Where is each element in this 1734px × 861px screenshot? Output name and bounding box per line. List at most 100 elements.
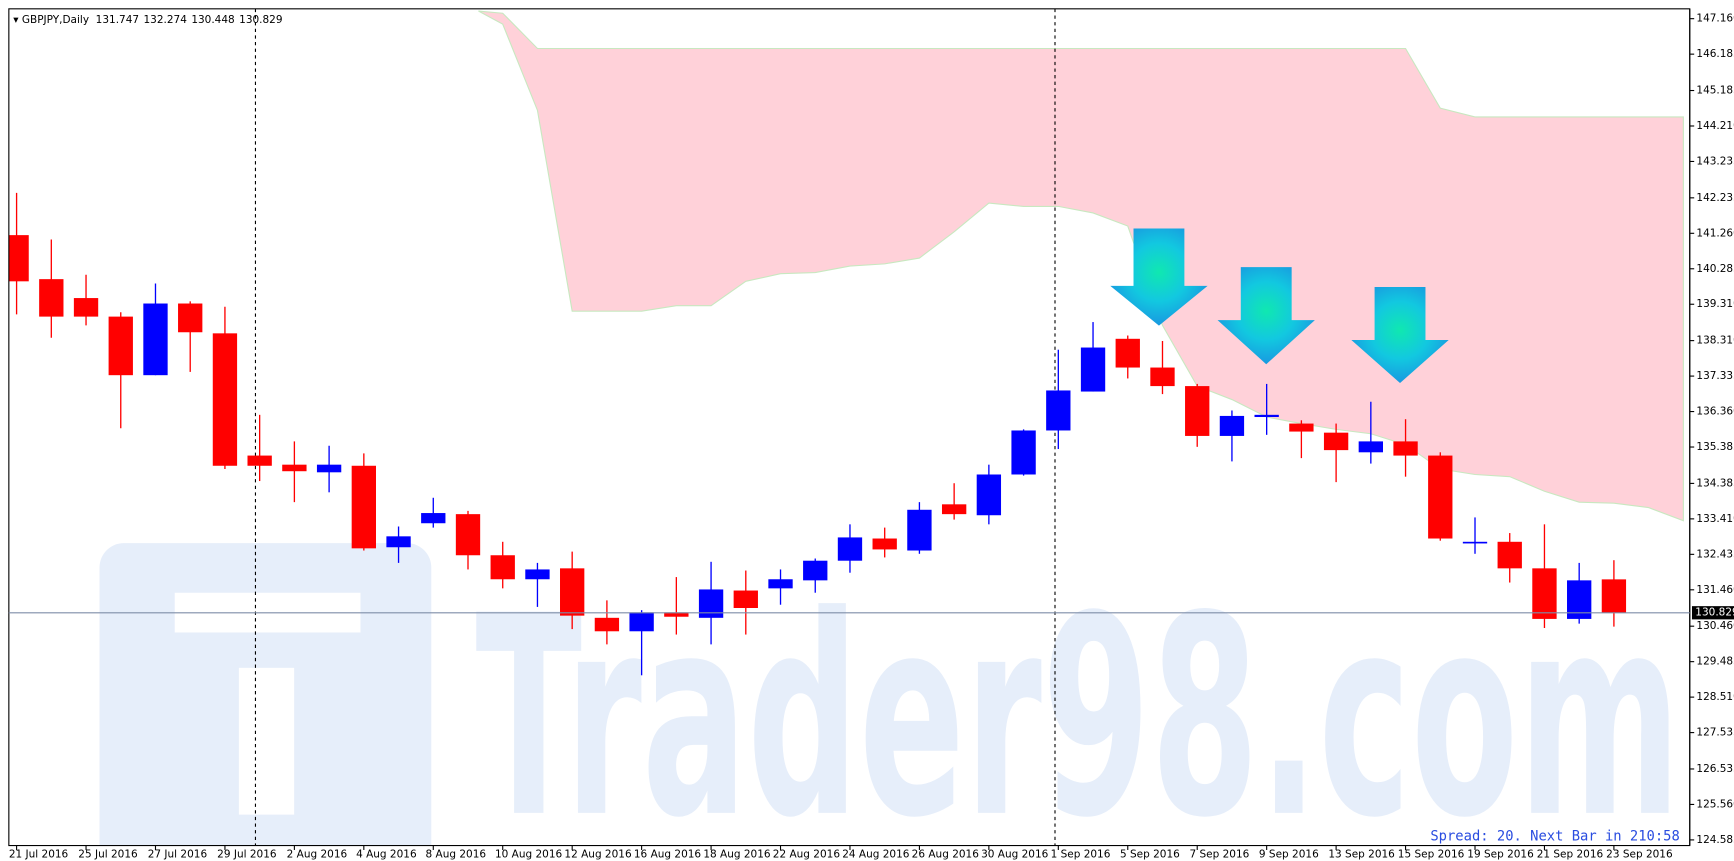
candle-body <box>1393 441 1418 456</box>
candle-body <box>421 513 446 524</box>
candle-body <box>39 279 64 317</box>
candle-body <box>316 464 342 473</box>
candle-body <box>108 316 133 376</box>
candle-body <box>1462 541 1488 544</box>
price-label-box <box>1691 606 1734 620</box>
y-tick-label: 147.160 <box>1696 13 1734 25</box>
x-tick-label: 30 Aug 2016 <box>981 848 1049 860</box>
candle-body <box>560 568 585 616</box>
y-tick-label: 141.260 <box>1696 227 1734 239</box>
x-tick-label: 10 Aug 2016 <box>495 848 563 860</box>
candle-body <box>1254 414 1279 418</box>
arrow <box>1217 267 1315 365</box>
arrows <box>1110 228 1449 384</box>
candle-body <box>1219 415 1245 436</box>
logo-stem <box>238 667 295 815</box>
candle-body <box>1046 390 1071 431</box>
candle-body <box>490 555 515 580</box>
candle-body <box>976 474 1002 516</box>
y-tick-label: 139.310 <box>1696 298 1734 310</box>
candle-body <box>1358 441 1383 453</box>
candle-body <box>455 514 481 556</box>
x-tick-label: 29 Jul 2016 <box>217 848 277 860</box>
candle-body <box>698 589 724 618</box>
x-tick-label: 1 Sep 2016 <box>1051 848 1111 860</box>
y-tick-label: 128.510 <box>1696 691 1734 703</box>
arrow <box>1351 287 1449 384</box>
candle-body <box>525 569 550 580</box>
y-tick-label: 143.235 <box>1696 155 1734 167</box>
y-tick-label: 142.235 <box>1696 192 1734 204</box>
candle-body <box>872 538 897 550</box>
header: ▾ GBPJPY,Daily 131.747 132.274 130.448 130.8… <box>13 14 282 26</box>
y-tick-label: 127.535 <box>1696 727 1734 739</box>
x-tick-label: 12 Aug 2016 <box>564 848 632 860</box>
candle-body <box>629 612 654 632</box>
y-tick-label: 144.210 <box>1696 120 1734 132</box>
ohlc-high: 132.274 <box>144 14 188 26</box>
price-label: 130.829 <box>1695 607 1734 619</box>
candle-body <box>907 509 932 551</box>
candle-body <box>664 612 689 617</box>
candle-body <box>768 579 793 589</box>
candle-body <box>594 617 620 632</box>
symbol: GBPJPY,Daily <box>22 14 89 26</box>
candle-body <box>1289 423 1314 432</box>
candle-body <box>1080 347 1106 392</box>
y-tick-label: 134.385 <box>1696 477 1734 489</box>
candle-body <box>282 464 307 472</box>
ohlc-open: 131.747 <box>96 14 139 26</box>
y-tick-label: 126.535 <box>1696 763 1734 775</box>
candle-body <box>386 536 411 548</box>
y-tick-label: 132.435 <box>1696 548 1734 560</box>
candle-body <box>1185 386 1210 436</box>
candle-body <box>1150 367 1175 387</box>
y-tick-label: 145.185 <box>1696 85 1734 97</box>
x-tick-label: 15 Sep 2016 <box>1398 848 1465 860</box>
ohlc-low: 130.448 <box>191 14 234 26</box>
candle-body <box>8 235 29 282</box>
cloud-layer <box>478 10 1684 522</box>
ohlc-close: 130.829 <box>239 14 282 26</box>
x-tick-label: 4 Aug 2016 <box>356 848 417 860</box>
x-tick-label: 21 Sep 2016 <box>1537 848 1604 860</box>
y-tick-label: 137.335 <box>1696 370 1734 382</box>
x-tick-label: 27 Jul 2016 <box>148 848 208 860</box>
menu-icon: ▾ <box>13 14 22 26</box>
y-tick-label: 131.460 <box>1696 584 1734 596</box>
candle-body <box>73 298 99 317</box>
y-tick-label: 124.585 <box>1696 834 1734 846</box>
x-tick-label: 2 Aug 2016 <box>287 848 348 860</box>
x-tick-label: 23 Sep 2016 <box>1606 848 1673 860</box>
candle-body <box>143 303 168 376</box>
candle-body <box>1532 568 1557 619</box>
y-tick-label: 146.185 <box>1696 48 1734 60</box>
watermark-text: Trader98.com <box>476 558 1681 861</box>
cloud-area <box>478 10 1684 522</box>
y-tick-label: 130.460 <box>1696 620 1734 632</box>
status-text: Spread: 20. Next Bar in 210:58 <box>1430 829 1679 845</box>
x-tick-label: 7 Sep 2016 <box>1189 848 1249 860</box>
x-tick-label: 13 Sep 2016 <box>1328 848 1395 860</box>
x-tick-label: 22 Aug 2016 <box>773 848 841 860</box>
watermark: Trader98.com <box>99 543 1681 861</box>
candle-body <box>837 537 863 561</box>
candle-body <box>1323 432 1349 451</box>
x-tick-label: 16 Aug 2016 <box>634 848 702 860</box>
x-tick-label: 19 Sep 2016 <box>1467 848 1534 860</box>
candle-body <box>1601 579 1627 613</box>
y-tick-label: 136.360 <box>1696 406 1734 418</box>
candle-body <box>351 465 376 549</box>
candle-body <box>212 333 238 466</box>
y-tick-label: 135.385 <box>1696 441 1734 453</box>
x-tick-label: 26 Aug 2016 <box>912 848 980 860</box>
x-tick-label: 9 Sep 2016 <box>1259 848 1319 860</box>
candle-body <box>1497 541 1522 569</box>
x-tick-label: 8 Aug 2016 <box>426 848 487 860</box>
candle-body <box>1428 455 1453 539</box>
x-tick-label: 18 Aug 2016 <box>703 848 771 860</box>
y-tick-label: 138.310 <box>1696 335 1734 347</box>
y-tick-label: 140.285 <box>1696 263 1734 275</box>
